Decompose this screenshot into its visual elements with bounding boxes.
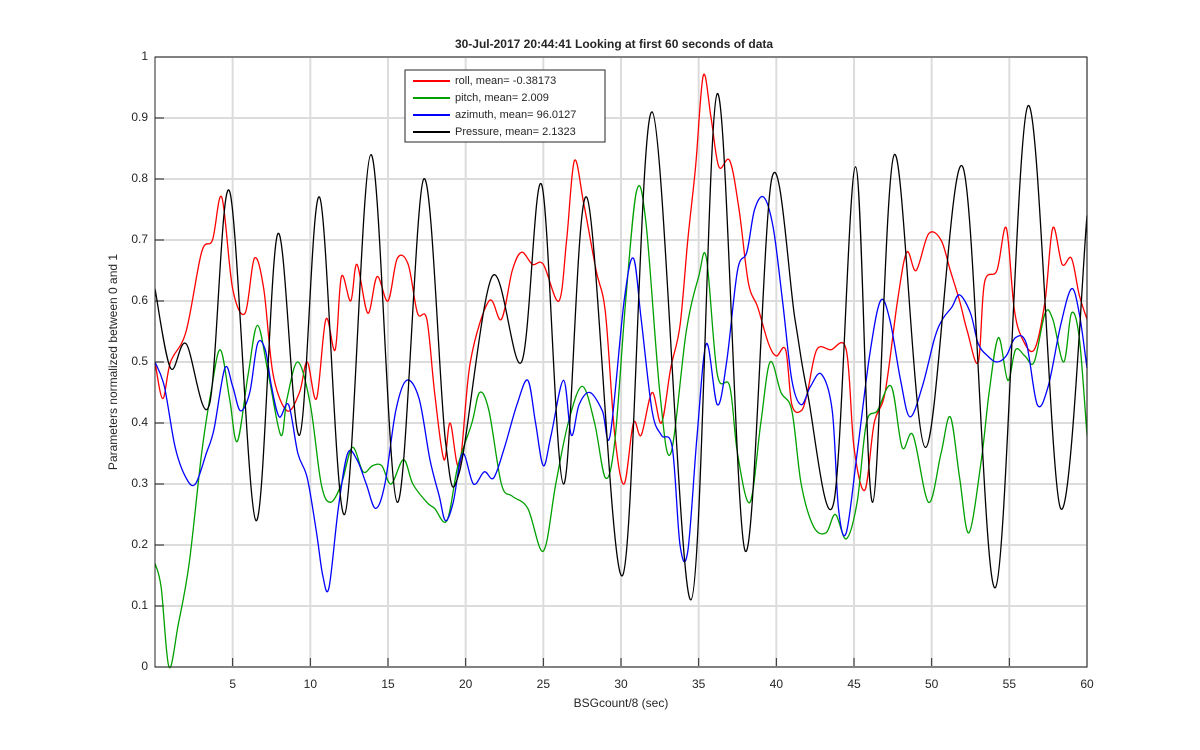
lines — [154, 73, 1088, 669]
y-tick-label: 0.3 — [131, 476, 148, 490]
axes-box — [154, 56, 1088, 668]
x-tick-label: 30 — [614, 677, 628, 691]
x-tick-label: 60 — [1080, 677, 1094, 691]
y-tick-label: 0 — [141, 659, 148, 673]
series-line — [154, 195, 1088, 593]
x-tick-label: 5 — [229, 677, 236, 691]
x-axis-label: BSGcount/8 (sec) — [574, 696, 669, 710]
x-tick-label: 25 — [537, 677, 551, 691]
y-tick-label: 1 — [141, 49, 148, 63]
y-axis-label: Parameters normalized between 0 and 1 — [106, 254, 120, 470]
y-tick-label: 0.5 — [131, 354, 148, 368]
x-tick-label: 55 — [1003, 677, 1017, 691]
y-tick-label: 0.1 — [131, 598, 148, 612]
series-line — [154, 185, 1088, 669]
grid: 5 10 15 20 25 30 35 40 45 50 55 60 0 0.1 0.2 0.3 0.4 0.5 0… — [131, 49, 1094, 691]
y-tick-label: 0.7 — [131, 232, 148, 246]
y-tick-label: 0.2 — [131, 537, 148, 551]
legend-label: roll, mean= -0.38173 — [455, 75, 556, 87]
legend-label: pitch, mean= 2.009 — [455, 92, 549, 104]
chart-title: 30-Jul-2017 20:44:41 Looking at first 60… — [455, 37, 773, 51]
series-line — [154, 92, 1088, 601]
x-tick-label: 20 — [459, 677, 473, 691]
x-tick-label: 40 — [770, 677, 784, 691]
legend-label: azimuth, mean= 96.0127 — [455, 109, 576, 121]
y-tick-label: 0.9 — [131, 110, 148, 124]
legend: roll, mean= -0.38173 pitch, mean= 2.009 az… — [404, 69, 606, 143]
x-tick-label: 50 — [925, 677, 939, 691]
y-tick-label: 0.4 — [131, 415, 148, 429]
y-tick-label: 0.6 — [131, 293, 148, 307]
x-tick-label: 45 — [847, 677, 861, 691]
x-tick-label: 10 — [304, 677, 318, 691]
x-tick-label: 35 — [692, 677, 706, 691]
y-tick-label: 0.8 — [131, 171, 148, 185]
x-tick-label: 15 — [381, 677, 395, 691]
legend-label: Pressure, mean= 2.1323 — [455, 126, 576, 138]
